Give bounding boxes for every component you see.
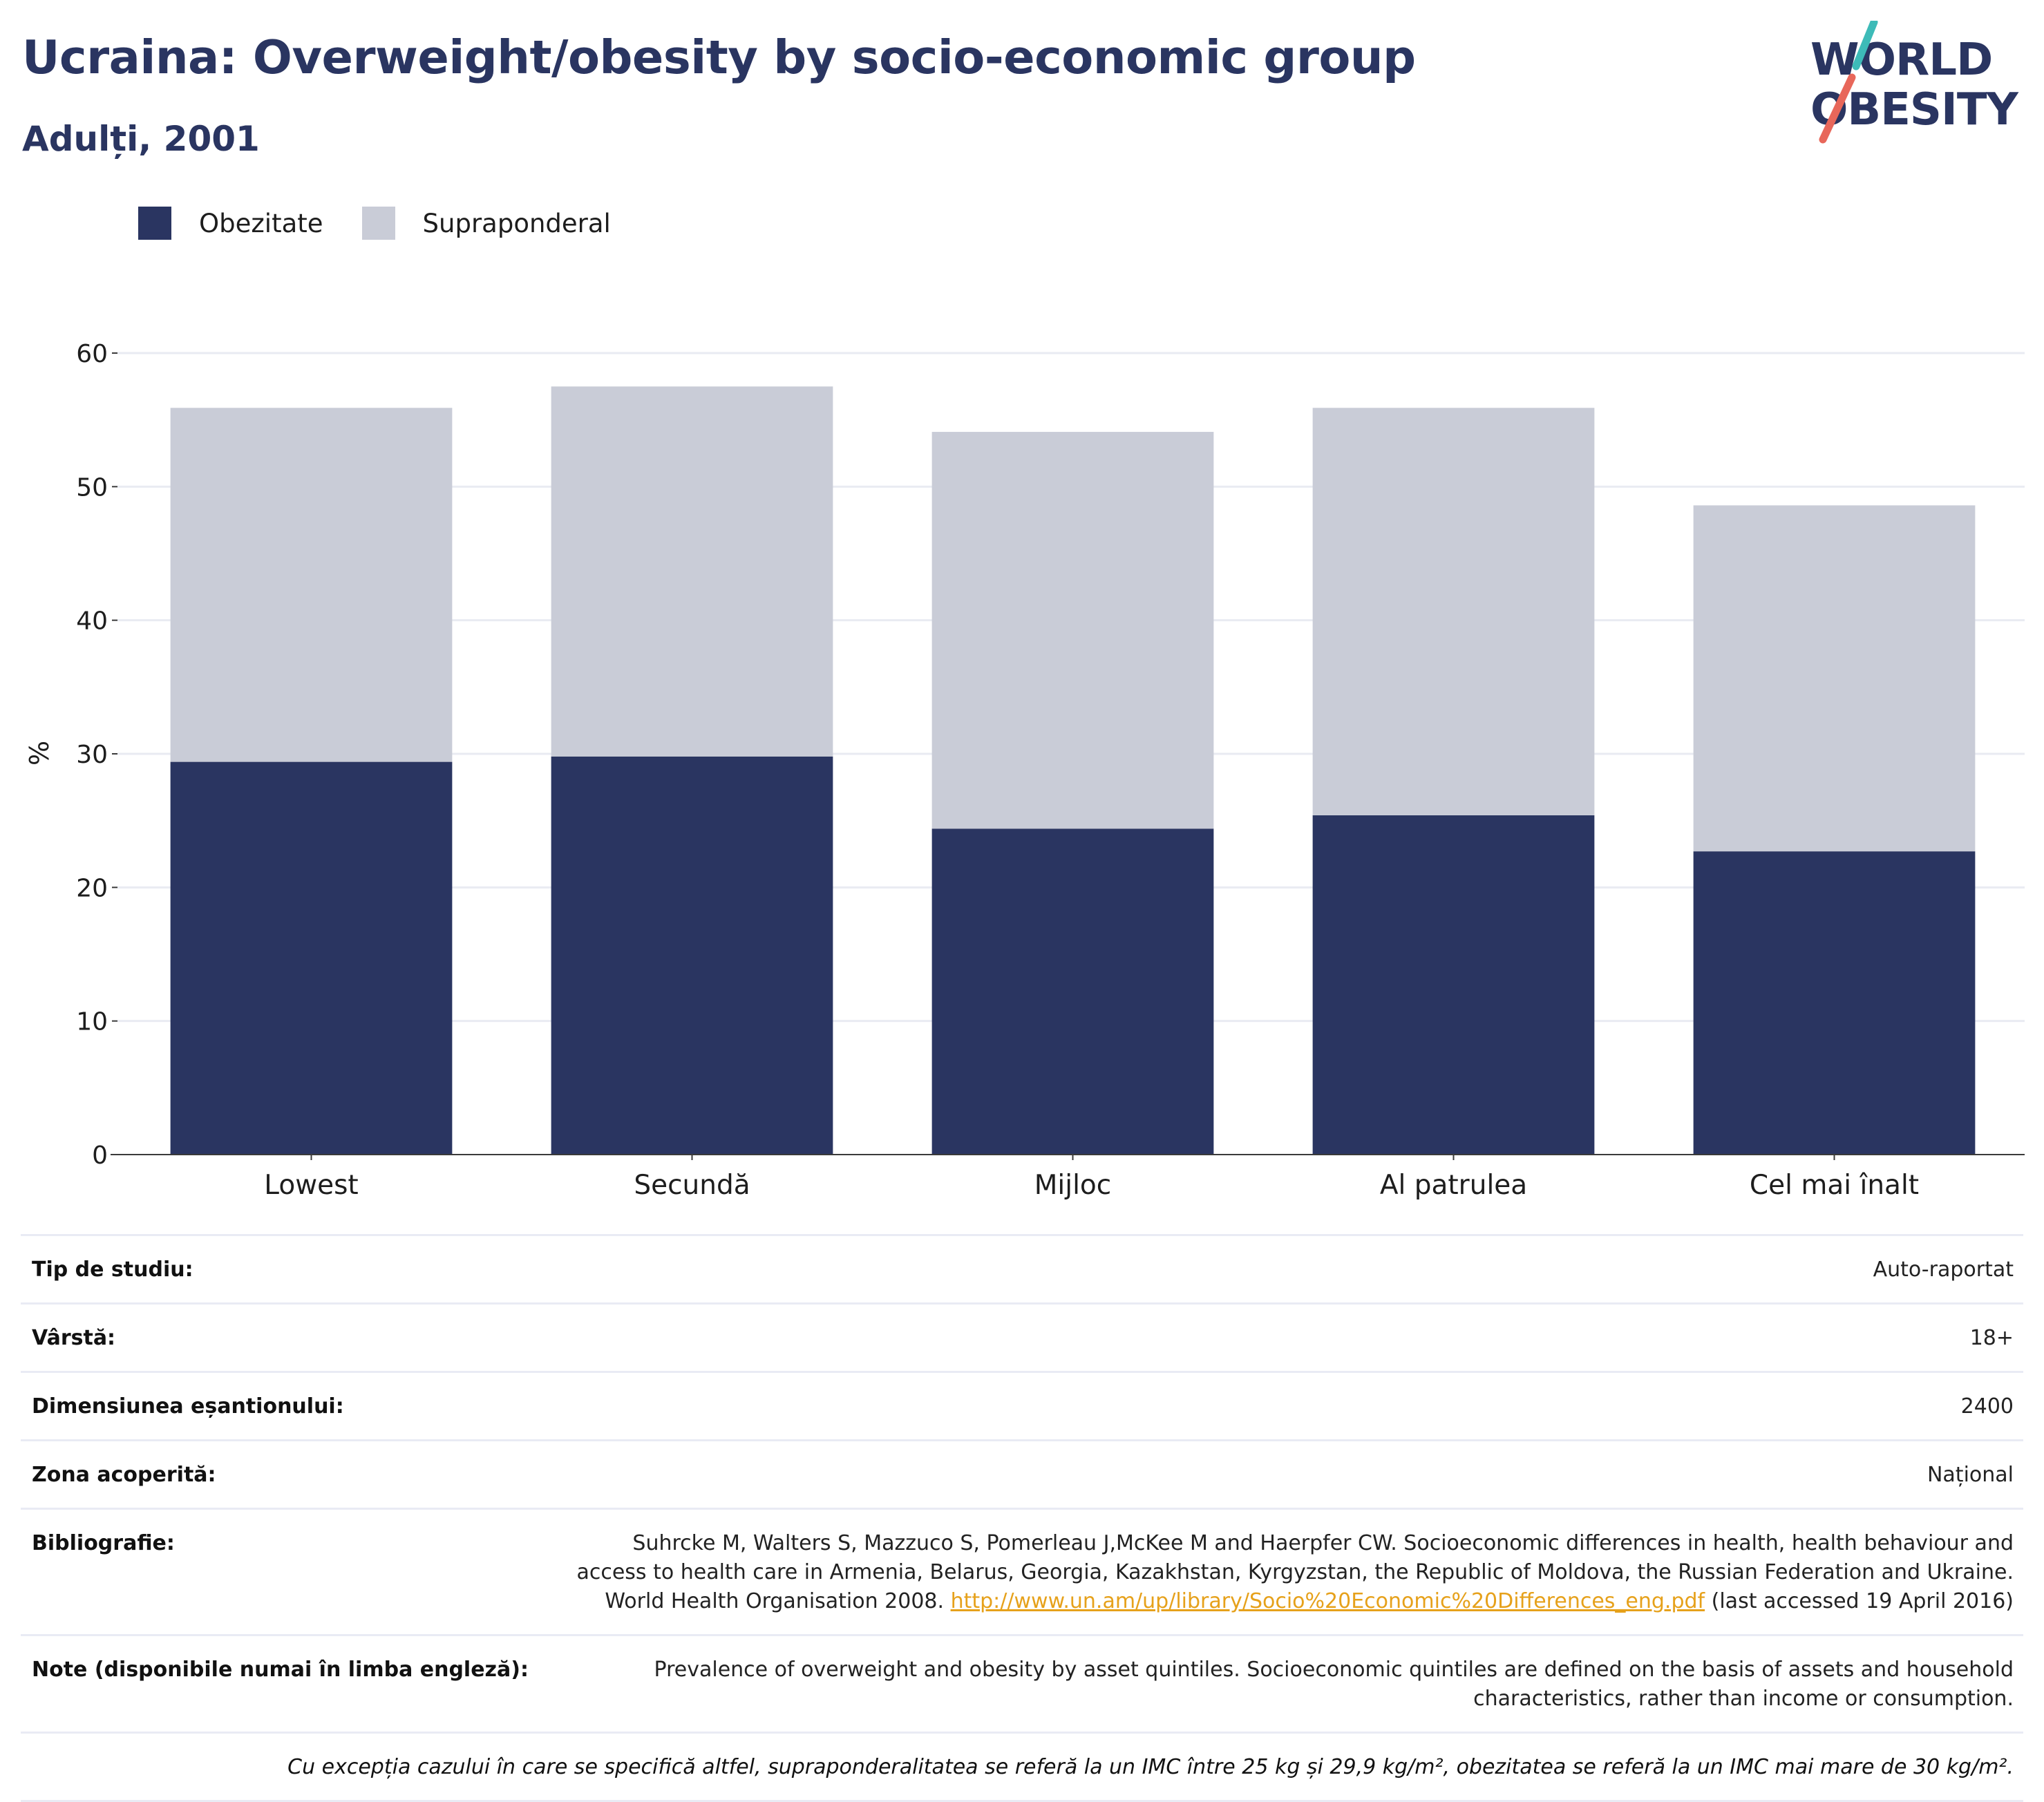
y-tick-label: 50 xyxy=(76,473,108,502)
legend-item-obesity[interactable]: Obezitate xyxy=(138,207,323,240)
info-table: Tip de studiu: Auto-raportat Vârstă: 18+… xyxy=(21,1234,2023,1802)
chart-legend: Obezitate Supraponderal xyxy=(138,205,650,242)
info-key: Bibliografie: xyxy=(32,1531,175,1555)
legend-label-obesity: Obezitate xyxy=(199,208,323,238)
x-category-label: Cel mai înalt xyxy=(1750,1170,1919,1201)
bibliography-text-after: (last accessed 19 April 2016) xyxy=(1705,1589,2014,1613)
bibliography-text: Suhrcke M, Walters S, Mazzuco S, Pomerle… xyxy=(562,1529,2014,1616)
info-value: 2400 xyxy=(1960,1394,2014,1419)
legend-item-overweight[interactable]: Supraponderal xyxy=(361,207,611,240)
info-key: Note (disponibile numai în limba engleză… xyxy=(32,1658,529,1682)
bar-chart: 0 10 20 30 40 50 60 Lowest Secundă Mijloc Al patr… xyxy=(24,340,2025,1201)
legend-label-overweight: Supraponderal xyxy=(422,208,611,238)
x-axis-ticks: Lowest Secundă Mijloc Al patrulea Cel mai în… xyxy=(264,1155,1919,1201)
bar-obesity[interactable] xyxy=(1693,851,1976,1155)
info-row-study-type: Tip de studiu: Auto-raportat xyxy=(21,1234,2023,1302)
x-category-label: Al patrulea xyxy=(1380,1170,1527,1201)
bar-obesity[interactable] xyxy=(551,756,833,1155)
x-category-label: Mijloc xyxy=(1034,1170,1111,1201)
y-axis-label: % xyxy=(24,741,55,766)
info-row-age: Vârstă: 18+ xyxy=(21,1302,2023,1371)
y-tick-label: 30 xyxy=(76,741,108,769)
bar-overweight[interactable] xyxy=(931,432,1214,829)
bar-overweight[interactable] xyxy=(551,386,833,757)
info-row-notes: Note (disponibile numai în limba engleză… xyxy=(21,1634,2023,1732)
footnote: Cu excepția cazului în care se specifică… xyxy=(21,1732,2023,1802)
info-key: Tip de studiu: xyxy=(32,1258,193,1282)
y-axis-ticks: 0 10 20 30 40 50 60 xyxy=(76,340,117,1170)
y-tick-label: 10 xyxy=(76,1008,108,1036)
info-value: Național xyxy=(1927,1463,2014,1487)
bibliography-link[interactable]: http://www.un.am/up/library/Socio%20Econ… xyxy=(950,1589,1705,1613)
legend-swatch-overweight xyxy=(361,207,395,240)
y-tick-label: 0 xyxy=(92,1141,108,1170)
world-obesity-logo: WORLD OBESITY xyxy=(1810,21,2019,144)
info-value: Auto-raportat xyxy=(1873,1258,2014,1282)
info-key: Vârstă: xyxy=(32,1326,116,1350)
bar-obesity[interactable] xyxy=(170,761,453,1155)
info-row-sample-size: Dimensiunea eșantionului: 2400 xyxy=(21,1371,2023,1439)
page-subtitle: Adulți, 2001 xyxy=(22,119,260,159)
x-category-label: Lowest xyxy=(264,1170,358,1201)
y-tick-label: 20 xyxy=(76,874,108,902)
chart-bars xyxy=(170,386,1976,1155)
info-row-area: Zona acoperită: Național xyxy=(21,1439,2023,1508)
y-tick-label: 60 xyxy=(76,340,108,368)
info-key: Dimensiunea eșantionului: xyxy=(32,1394,344,1419)
bar-overweight[interactable] xyxy=(1312,408,1595,815)
bar-overweight[interactable] xyxy=(170,408,453,762)
bar-overweight[interactable] xyxy=(1693,505,1976,852)
info-row-bibliography: Bibliografie: Suhrcke M, Walters S, Mazz… xyxy=(21,1508,2023,1634)
bibliography-text-before: Suhrcke M, Walters S, Mazzuco S, Pomerle… xyxy=(576,1531,2014,1613)
bar-obesity[interactable] xyxy=(1312,815,1595,1155)
info-value: 18+ xyxy=(1969,1326,2014,1350)
page-title: Ucraina: Overweight/obesity by socio-eco… xyxy=(22,30,1416,84)
bar-obesity[interactable] xyxy=(931,828,1214,1155)
legend-swatch-obesity xyxy=(138,207,171,240)
svg-text:WORLD: WORLD xyxy=(1810,35,1992,86)
x-category-label: Secundă xyxy=(634,1170,750,1201)
y-tick-label: 40 xyxy=(76,607,108,636)
info-key: Zona acoperită: xyxy=(32,1463,216,1487)
info-value: Prevalence of overweight and obesity by … xyxy=(654,1658,2014,1711)
